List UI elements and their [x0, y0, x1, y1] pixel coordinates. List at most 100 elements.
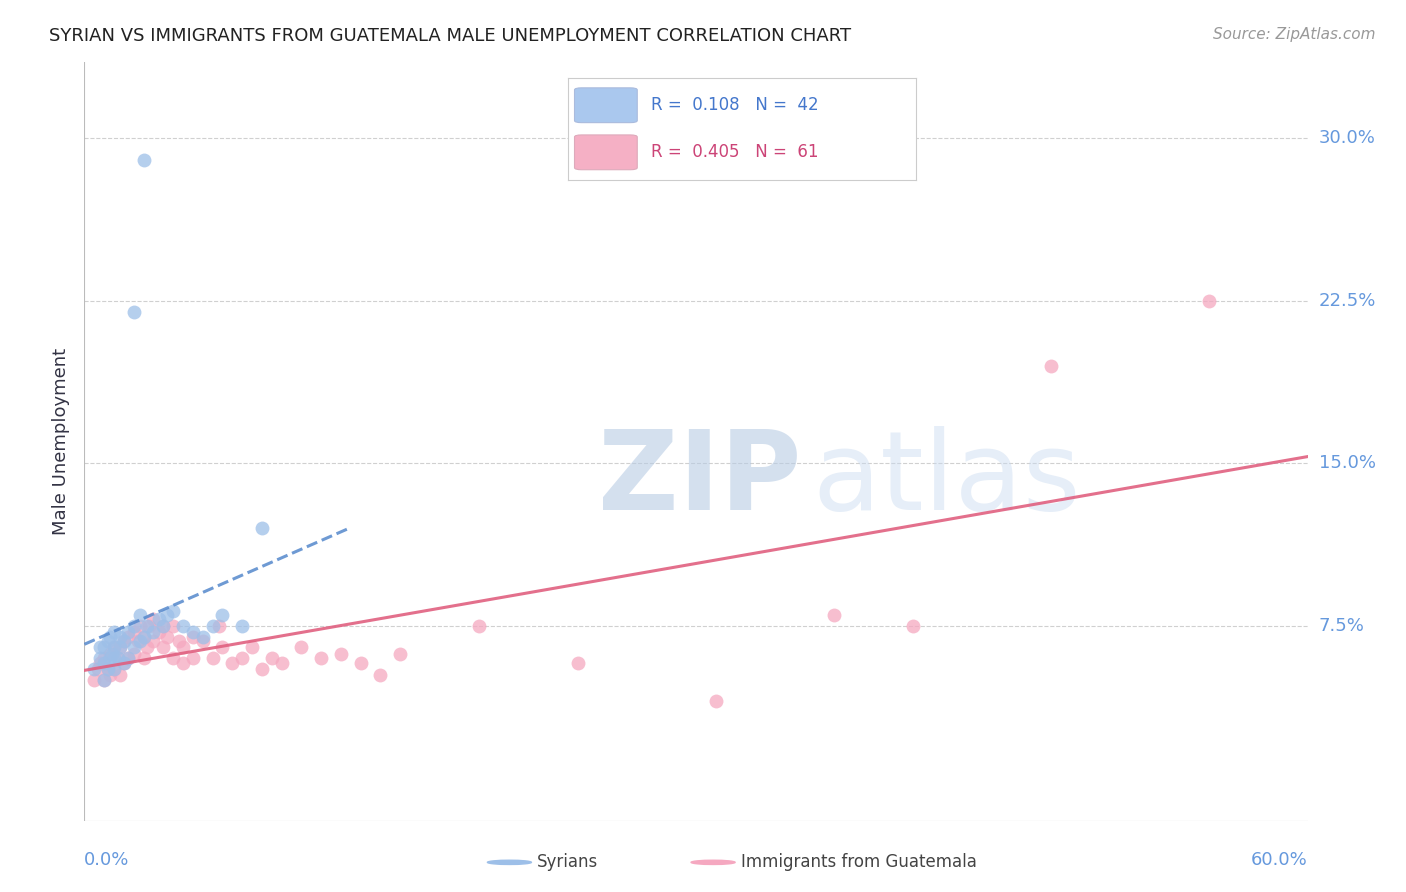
Point — [136, 640, 159, 655]
Point — [132, 153, 155, 167]
Point — [162, 651, 184, 665]
Point — [127, 633, 149, 648]
Point — [290, 640, 312, 655]
Point — [132, 651, 155, 665]
Point — [103, 640, 125, 655]
Point — [93, 651, 115, 665]
Text: Source: ZipAtlas.com: Source: ZipAtlas.com — [1212, 27, 1375, 42]
Point — [172, 656, 194, 670]
Point — [117, 651, 139, 665]
Point — [98, 651, 121, 665]
Point — [112, 633, 135, 648]
Point — [93, 673, 115, 687]
Point — [270, 656, 292, 670]
Point — [181, 651, 204, 665]
Point — [128, 633, 150, 648]
Point — [148, 625, 170, 640]
Point — [191, 633, 214, 648]
Point — [103, 662, 125, 676]
Point — [138, 618, 160, 632]
Text: SYRIAN VS IMMIGRANTS FROM GUATEMALA MALE UNEMPLOYMENT CORRELATION CHART: SYRIAN VS IMMIGRANTS FROM GUATEMALA MALE… — [49, 27, 852, 45]
Point — [162, 618, 184, 632]
Point — [207, 618, 229, 632]
Point — [172, 618, 194, 632]
Point — [107, 651, 129, 665]
Point — [101, 647, 124, 661]
Point — [201, 651, 224, 665]
Point — [112, 656, 135, 670]
Point — [108, 668, 131, 682]
Point — [309, 651, 332, 665]
Point — [142, 625, 165, 640]
Point — [112, 656, 135, 670]
Point — [83, 673, 105, 687]
Point — [103, 651, 125, 665]
Point — [901, 618, 924, 632]
Point — [260, 651, 283, 665]
Point — [93, 673, 115, 687]
Y-axis label: Male Unemployment: Male Unemployment — [52, 348, 70, 535]
Point — [142, 612, 165, 626]
Point — [368, 668, 391, 682]
Point — [122, 640, 145, 655]
Point — [107, 651, 129, 665]
Point — [567, 656, 589, 670]
Text: 22.5%: 22.5% — [1319, 292, 1376, 310]
Text: 0.0%: 0.0% — [84, 851, 129, 869]
Point — [103, 662, 125, 676]
Point — [108, 640, 131, 655]
Text: 60.0%: 60.0% — [1251, 851, 1308, 869]
Text: 30.0%: 30.0% — [1319, 129, 1375, 147]
Point — [191, 630, 214, 644]
Point — [181, 630, 204, 644]
Text: atlas: atlas — [813, 426, 1081, 533]
Point — [97, 662, 120, 676]
Point — [704, 694, 727, 708]
Point — [108, 640, 131, 655]
Point — [211, 640, 233, 655]
Point — [231, 651, 253, 665]
Point — [93, 656, 115, 670]
Point — [87, 662, 110, 676]
Point — [98, 668, 121, 682]
Point — [148, 612, 170, 626]
Point — [136, 618, 159, 632]
Point — [823, 607, 845, 622]
Point — [122, 304, 145, 318]
Point — [329, 647, 352, 661]
Point — [103, 625, 125, 640]
Point — [117, 630, 139, 644]
Point — [389, 647, 412, 661]
Point — [152, 640, 174, 655]
Point — [468, 618, 491, 632]
Point — [156, 607, 179, 622]
Point — [83, 662, 105, 676]
Point — [231, 618, 253, 632]
Point — [167, 633, 190, 648]
Point — [122, 625, 145, 640]
Point — [1198, 293, 1220, 308]
Text: ZIP: ZIP — [598, 426, 801, 533]
Text: 7.5%: 7.5% — [1319, 616, 1365, 635]
Point — [103, 640, 125, 655]
Point — [108, 630, 131, 644]
Point — [98, 647, 121, 661]
Point — [132, 630, 155, 644]
Point — [1040, 359, 1063, 373]
Text: 15.0%: 15.0% — [1319, 454, 1375, 472]
Point — [97, 633, 120, 648]
Point — [181, 625, 204, 640]
Point — [152, 618, 174, 632]
Point — [211, 607, 233, 622]
Point — [93, 640, 115, 655]
Point — [122, 647, 145, 661]
Point — [349, 656, 371, 670]
Point — [117, 651, 139, 665]
Point — [152, 618, 174, 632]
Point — [142, 633, 165, 648]
Point — [132, 630, 155, 644]
Point — [89, 640, 111, 655]
Point — [89, 651, 111, 665]
Point — [97, 662, 120, 676]
Point — [98, 630, 121, 644]
